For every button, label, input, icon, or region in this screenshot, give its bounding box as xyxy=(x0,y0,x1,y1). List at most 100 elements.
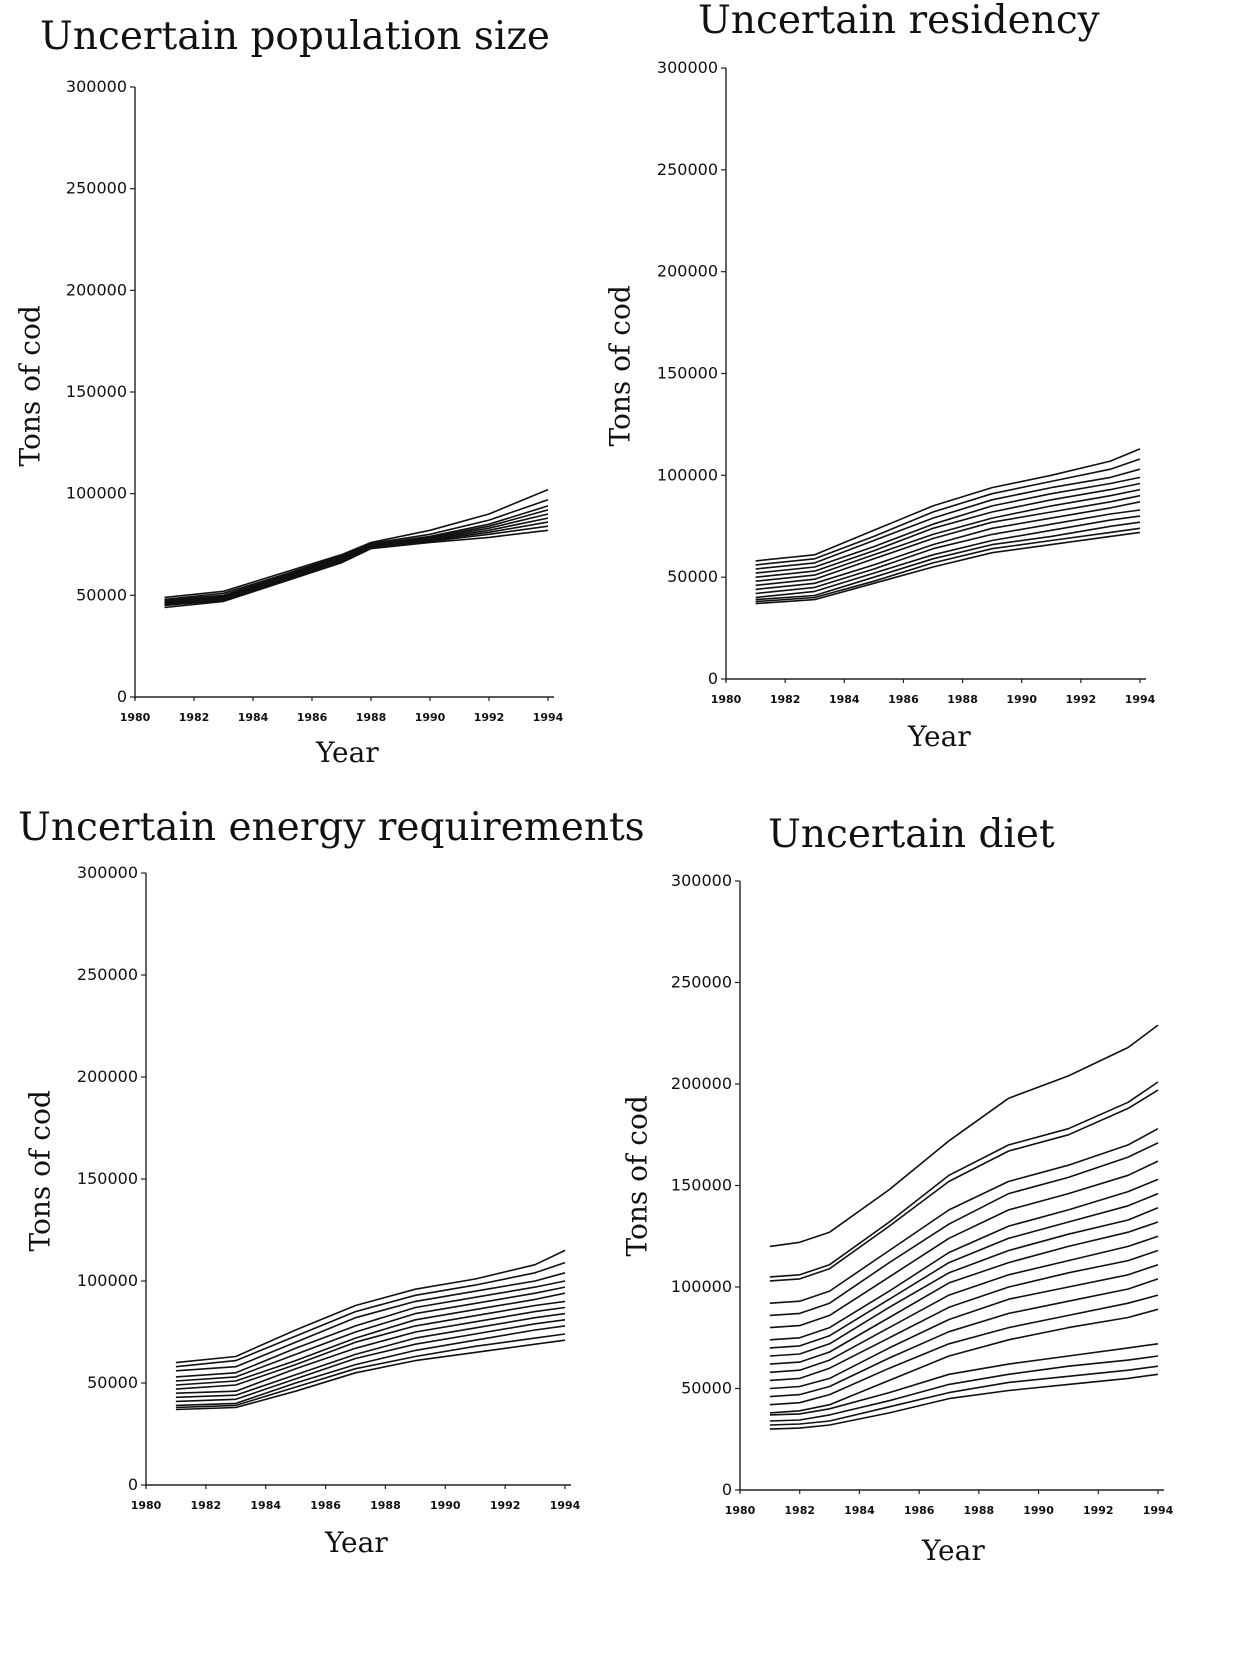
series-line-13 xyxy=(769,1263,1159,1390)
series-line-11 xyxy=(175,1325,566,1407)
y-tick-label: 300000 xyxy=(77,863,138,882)
x-axis-label: Year xyxy=(922,1534,985,1567)
line-chart: 0 50000 100000 150000 200000 250000 300000 1980… xyxy=(66,77,564,724)
series-line-1 xyxy=(175,1249,566,1364)
x-tick-label: 1988 xyxy=(370,1499,401,1512)
series-line-14 xyxy=(769,1278,1159,1398)
series-line-12 xyxy=(175,1333,566,1409)
series-line-4 xyxy=(769,1127,1159,1304)
y-tick-label: 250000 xyxy=(657,160,718,179)
y-tick-label: 300000 xyxy=(66,77,127,96)
chart-panel-residency: Uncertain residency Tons of cod Year 0 50… xyxy=(604,0,1260,800)
series-line-8 xyxy=(175,1306,566,1394)
y-tick-label: 250000 xyxy=(66,179,127,198)
x-tick-label: 1980 xyxy=(711,693,742,706)
chart-title: Uncertain residency xyxy=(698,0,1100,43)
y-tick-label: 250000 xyxy=(77,965,138,984)
y-tick-label: 200000 xyxy=(77,1067,138,1086)
series-line-7 xyxy=(175,1300,566,1390)
series-line-11 xyxy=(755,521,1141,601)
series-line-3 xyxy=(164,505,549,602)
series-line-16 xyxy=(769,1308,1159,1414)
x-tick-label: 1988 xyxy=(947,693,978,706)
x-tick-label: 1986 xyxy=(888,693,919,706)
series-line-1 xyxy=(769,1024,1159,1248)
series-line-4 xyxy=(175,1280,566,1378)
y-tick-label: 50000 xyxy=(667,567,718,586)
series-line-12 xyxy=(755,527,1141,603)
x-tick-label: 1990 xyxy=(1023,1504,1054,1517)
series-line-13 xyxy=(175,1339,566,1411)
y-tick-label: 100000 xyxy=(657,465,718,484)
x-tick-label: 1982 xyxy=(770,693,801,706)
y-tick-label: 100000 xyxy=(671,1277,732,1296)
series-line-2 xyxy=(175,1261,566,1368)
series-line-9 xyxy=(175,1312,566,1399)
x-tick-label: 1980 xyxy=(131,1499,162,1512)
x-tick-label: 1990 xyxy=(430,1499,461,1512)
y-tick-label: 0 xyxy=(708,669,718,688)
line-chart: 0 50000 100000 150000 200000 250000 300000 1980… xyxy=(671,871,1174,1517)
series-line-11 xyxy=(769,1235,1159,1374)
chart-panel-population: Uncertain population size Tons of cod Ye… xyxy=(0,0,620,800)
x-axis-label: Year xyxy=(908,720,971,753)
series-line-12 xyxy=(769,1249,1159,1382)
line-chart: 0 50000 100000 150000 200000 250000 300000 1980… xyxy=(77,863,581,1512)
x-tick-label: 1992 xyxy=(1066,693,1097,706)
series-line-8 xyxy=(755,501,1141,591)
x-tick-label: 1980 xyxy=(120,711,151,724)
series-line-8 xyxy=(769,1192,1159,1349)
series-line-7 xyxy=(755,494,1141,587)
x-tick-label: 1994 xyxy=(533,711,564,724)
series-line-5 xyxy=(769,1142,1159,1317)
x-tick-label: 1984 xyxy=(238,711,269,724)
series-line-3 xyxy=(175,1272,566,1372)
x-tick-label: 1984 xyxy=(250,1499,281,1512)
y-tick-label: 150000 xyxy=(671,1176,732,1195)
line-chart: 0 50000 100000 150000 200000 250000 300000 1980… xyxy=(657,58,1156,706)
x-tick-label: 1982 xyxy=(191,1499,222,1512)
series-line-17 xyxy=(769,1343,1159,1416)
x-tick-label: 1992 xyxy=(474,711,505,724)
series-line-15 xyxy=(769,1294,1159,1406)
series-line-6 xyxy=(175,1292,566,1386)
x-tick-label: 1994 xyxy=(550,1499,581,1512)
x-tick-label: 1988 xyxy=(356,711,387,724)
series-line-1 xyxy=(164,488,549,599)
series-line-2 xyxy=(755,458,1141,566)
chart-title: Uncertain energy requirements xyxy=(18,805,645,850)
y-tick-label: 0 xyxy=(128,1475,138,1494)
series-line-5 xyxy=(175,1286,566,1382)
series-line-2 xyxy=(769,1081,1159,1278)
series-line-9 xyxy=(769,1207,1159,1357)
series-line-6 xyxy=(769,1160,1159,1329)
y-tick-label: 200000 xyxy=(657,262,718,281)
series-line-18 xyxy=(769,1355,1159,1422)
x-tick-label: 1992 xyxy=(490,1499,521,1512)
series-line-3 xyxy=(755,468,1141,570)
x-tick-label: 1992 xyxy=(1083,1504,1114,1517)
x-tick-label: 1988 xyxy=(964,1504,995,1517)
series-line-8 xyxy=(164,525,549,607)
series-line-4 xyxy=(164,509,549,603)
y-tick-label: 0 xyxy=(722,1480,732,1499)
x-tick-label: 1986 xyxy=(904,1504,935,1517)
x-tick-label: 1982 xyxy=(179,711,210,724)
series-line-4 xyxy=(755,476,1141,574)
series-line-10 xyxy=(175,1319,566,1403)
series-line-9 xyxy=(164,529,549,609)
x-tick-label: 1986 xyxy=(297,711,328,724)
x-tick-label: 1994 xyxy=(1125,693,1156,706)
y-tick-label: 50000 xyxy=(681,1379,732,1398)
chart-panel-energy: Uncertain energy requirements Tons of co… xyxy=(0,800,645,1676)
series-line-3 xyxy=(769,1089,1159,1282)
series-line-6 xyxy=(755,488,1141,582)
series-line-1 xyxy=(755,448,1141,562)
y-tick-label: 150000 xyxy=(77,1169,138,1188)
series-line-9 xyxy=(755,509,1141,595)
y-tick-label: 100000 xyxy=(77,1271,138,1290)
y-tick-label: 150000 xyxy=(657,364,718,383)
x-tick-label: 1984 xyxy=(844,1504,875,1517)
x-tick-label: 1986 xyxy=(310,1499,341,1512)
series-line-5 xyxy=(755,482,1141,578)
